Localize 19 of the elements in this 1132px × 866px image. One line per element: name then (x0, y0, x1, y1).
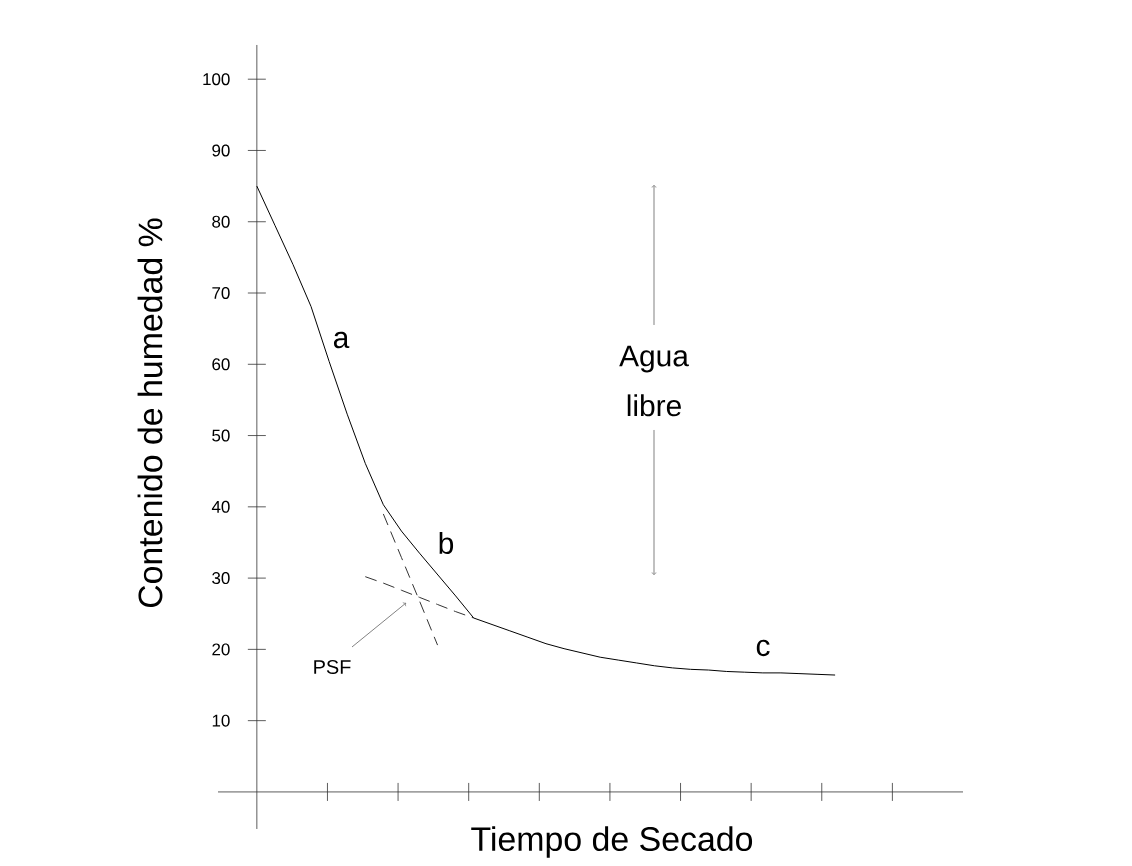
annotation: PSF (314, 659, 351, 675)
y-tick-label: 30 (212, 572, 230, 585)
y-tick-label: 90 (212, 144, 230, 157)
y-tick-label: 60 (212, 358, 230, 371)
x-axis-title: Tiempo de Secado (471, 826, 753, 858)
annotation: Agua libre (619, 345, 689, 417)
line-series (364, 576, 475, 619)
y-axis-title: Contenido de humedad % (137, 218, 163, 608)
y-tick-label: 10 (212, 714, 230, 727)
y-tick-label: 20 (212, 643, 230, 656)
y-tick-label: 70 (212, 287, 230, 300)
annotation: a (333, 331, 350, 349)
annotation: c (756, 639, 770, 657)
y-tick-label: 80 (212, 215, 230, 228)
line-series (382, 513, 439, 646)
y-tick-label: 50 (212, 429, 230, 442)
y-tick-label: 40 (211, 500, 230, 513)
y-tick-label: 100 (203, 73, 230, 86)
annotation: b (439, 532, 454, 554)
